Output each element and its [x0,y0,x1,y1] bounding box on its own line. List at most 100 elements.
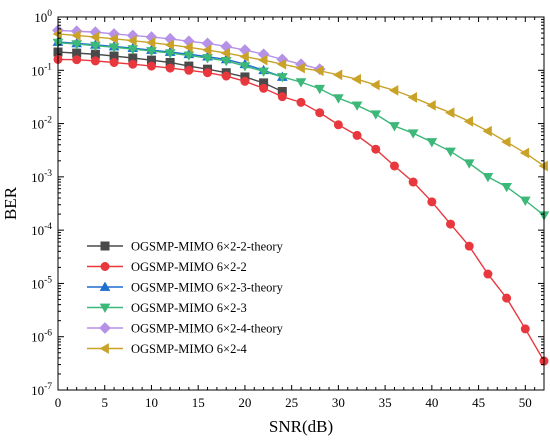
circle-marker [464,241,474,251]
legend-item: OGSMP-MIMO 6×2-3 [87,301,247,315]
triangle-left-marker [519,147,530,159]
triangle-left-marker [538,160,548,172]
triangle-left-marker [370,79,380,91]
triangle-left-marker [99,343,109,354]
circle-marker [483,269,493,279]
y-tick-label: 10-3 [31,169,52,185]
triangle-left-marker [52,28,62,40]
triangle-down-marker [445,147,456,157]
triangle-down-marker [482,172,494,183]
circle-marker [90,56,100,66]
circle-marker [333,120,343,130]
x-tick-label: 5 [101,395,108,410]
triangle-down-marker [314,84,326,95]
legend-item: OGSMP-MIMO 6×2-4 [87,342,247,356]
triangle-down-marker [370,110,382,120]
triangle-down-marker [463,159,475,169]
triangle-left-marker [164,39,175,51]
circle-marker [315,108,325,118]
circle-marker [296,97,306,107]
circle-marker [427,197,437,207]
circle-marker [520,324,530,334]
square-marker [100,241,110,251]
circle-marker [146,61,156,71]
triangle-up-marker [99,281,111,291]
triangle-down-marker [71,40,83,50]
legend-item: OGSMP-MIMO 6×2-2-theory [87,240,284,254]
y-tick-label: 10-7 [31,382,52,398]
x-tick-label: 20 [238,395,251,410]
circle-marker [100,261,110,271]
triangle-down-marker [220,57,232,67]
legend-label: OGSMP-MIMO 6×2-4 [131,342,247,356]
legend-label: OGSMP-MIMO 6×2-3 [131,301,247,315]
y-tick-label: 10-1 [31,62,52,78]
x-axis-label: SNR(dB) [269,417,333,436]
triangle-down-marker [351,101,363,111]
triangle-left-marker [332,69,343,81]
circle-marker [352,130,362,140]
circle-marker [221,71,231,81]
triangle-down-marker [90,41,101,52]
circle-marker [72,55,82,65]
legend: OGSMP-MIMO 6×2-2-theory OGSMP-MIMO 6×2-2 O… [87,240,284,356]
x-tick-label: 0 [55,395,62,410]
x-tick-label: 35 [379,395,392,410]
circle-marker [259,83,269,93]
triangle-left-marker [407,92,418,103]
y-tick-label: 100 [34,9,52,25]
triangle-left-marker [295,62,305,74]
legend-label: OGSMP-MIMO 6×2-2-theory [131,240,284,254]
x-axis: 0 5 10 15 20 25 30 35 40 45 50 [55,17,545,410]
circle-marker [203,68,213,78]
triangle-down-marker [202,54,213,64]
triangle-down-marker [519,196,531,206]
triangle-down-marker [239,62,251,72]
x-tick-label: 50 [519,395,532,410]
triangle-down-marker [276,73,288,83]
triangle-left-marker [463,116,474,127]
triangle-left-marker [314,65,324,77]
y-tick-label: 10-6 [31,329,52,345]
legend-label: OGSMP-MIMO 6×2-2 [131,260,247,274]
series-2 [53,54,549,366]
circle-marker [371,144,381,154]
triangle-left-marker [146,37,156,49]
triangle-left-marker [482,125,492,137]
triangle-left-marker [389,85,399,96]
diamond-marker [99,322,111,334]
triangle-down-marker [99,303,111,313]
x-tick-label: 25 [285,395,298,410]
x-tick-label: 45 [472,395,485,410]
triangle-down-marker [146,47,157,57]
x-tick-label: 10 [145,395,158,410]
circle-marker [109,57,119,67]
triangle-down-marker [426,138,438,148]
triangle-left-marker [351,73,361,85]
legend-item: OGSMP-MIMO 6×2-4-theory [87,322,284,336]
legend-label: OGSMP-MIMO 6×2-4-theory [131,322,284,336]
x-tick-label: 40 [425,395,438,410]
circle-marker [277,92,287,102]
triangle-left-marker [258,54,268,66]
triangle-left-marker [71,30,81,41]
triangle-left-marker [445,107,455,119]
triangle-down-marker [258,67,269,77]
triangle-down-marker [127,45,139,55]
y-axis: 100 10-1 10-2 10-3 10-4 10-5 10-6 10-7 [31,9,544,398]
circle-marker [240,76,250,86]
circle-marker [165,63,175,73]
triangle-left-marker [127,35,137,46]
legend-label: OGSMP-MIMO 6×2-3-theory [131,281,284,295]
triangle-down-marker [501,182,512,193]
x-tick-label: 30 [332,395,345,410]
triangle-left-marker [202,44,212,56]
triangle-down-marker [108,43,120,53]
series-layer [52,24,550,366]
legend-item: OGSMP-MIMO 6×2-2 [87,260,247,274]
triangle-left-marker [220,47,231,59]
y-tick-label: 10-2 [31,116,52,132]
triangle-left-marker [276,58,287,70]
triangle-down-marker [407,129,419,139]
